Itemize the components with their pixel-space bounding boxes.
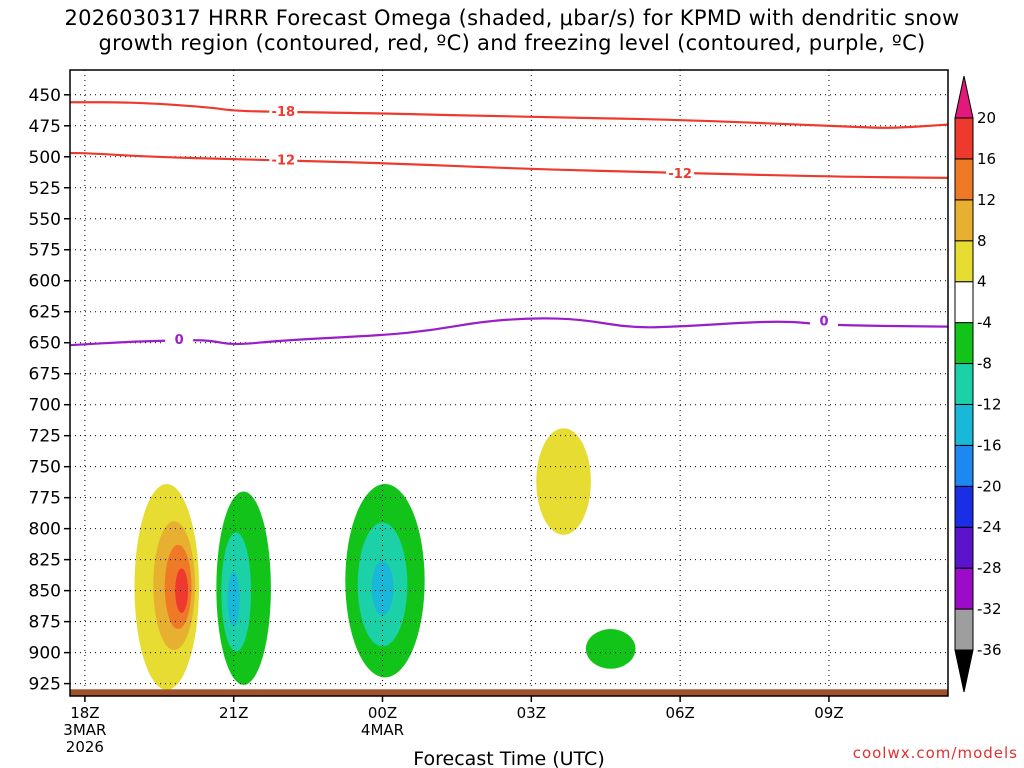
colorbar-label-5: -16: [977, 436, 1002, 454]
colorbar-label-10: 8: [977, 232, 987, 250]
dgz-minus-18-label-0: -18: [272, 105, 296, 120]
dgz-minus-12: [70, 151, 948, 179]
y-tick-label-600: 600: [29, 272, 61, 292]
colorbar-box-0: [954, 608, 974, 651]
credit-link[interactable]: coolwx.com/models: [852, 744, 1018, 762]
y-tick-label-925: 925: [29, 675, 61, 695]
colorbar-box-7: [954, 322, 974, 365]
colorbar-label-2: -28: [977, 559, 1002, 577]
grid-lines: [70, 70, 948, 696]
dgz-minus-12-label-bg-1: [666, 164, 695, 181]
x-tick-label-9-0: 03Z: [517, 704, 546, 722]
colorbar-label-7: -8: [977, 355, 992, 373]
upward-omega-4: [536, 428, 591, 535]
colorbar-label-13: 20: [977, 109, 996, 127]
y-axis: 450 475 500 525 550 575 600 625 650 675 700 725 750 7…: [29, 86, 70, 695]
y-tick-label-775: 775: [29, 489, 61, 509]
downward-omega-3c: [371, 560, 394, 616]
y-tick-label-650: 650: [29, 334, 61, 354]
colorbar-over-triangle: [954, 75, 974, 119]
colorbar-label-1: -32: [977, 600, 1002, 618]
omega-shading: [134, 428, 636, 690]
y-tick-label-900: 900: [29, 644, 61, 664]
title-line-1: 2026030317 HRRR Forecast Omega (shaded, …: [64, 6, 960, 30]
dgz-minus-18: [70, 101, 948, 129]
plot-frame: [69, 69, 949, 697]
colorbar-box-12: [954, 117, 974, 160]
dgz-minus-12-label-bg-0: [269, 151, 298, 168]
y-tick-label-450: 450: [29, 86, 61, 106]
y-tick-label-850: 850: [29, 582, 61, 602]
x-tick-label-0-1: 3MAR: [63, 721, 106, 739]
upward-omega-1d: [175, 568, 189, 613]
y-tick-label-525: 525: [29, 179, 61, 199]
colorbar-box-1: [954, 567, 974, 610]
chart-title: 2026030317 HRRR Forecast Omega (shaded, …: [0, 6, 1024, 56]
x-tick-label-12-0: 06Z: [665, 704, 694, 722]
y-tick-label-625: 625: [29, 303, 61, 323]
colorbar-box-11: [954, 158, 974, 201]
colorbar-label-6: -12: [977, 395, 1002, 413]
y-tick-label-675: 675: [29, 365, 61, 385]
ground-bar: [70, 689, 948, 697]
x-tick-label-15-0: 09Z: [814, 704, 843, 722]
colorbar-box-2: [954, 526, 974, 569]
y-tick-label-875: 875: [29, 613, 61, 633]
colorbar-box-10: [954, 199, 974, 242]
colorbar-box-8: [954, 281, 974, 324]
y-tick-label-725: 725: [29, 427, 61, 447]
x-tick-label-0-0: 18Z: [70, 704, 99, 722]
x-tick-label-0-2: 2026: [66, 738, 104, 756]
x-axis-label: Forecast Time (UTC): [413, 748, 604, 768]
y-tick-label-825: 825: [29, 551, 61, 571]
y-tick-label-475: 475: [29, 117, 61, 137]
y-tick-label-800: 800: [29, 520, 61, 540]
x-tick-label-6-1: 4MAR: [361, 721, 404, 739]
downward-omega-5: [585, 629, 636, 669]
freezing-level-0-label-1: 0: [819, 314, 828, 329]
dgz-minus-12-label-1: -12: [668, 167, 692, 182]
colorbar-box-5: [954, 403, 974, 446]
y-tick-label-750: 750: [29, 458, 61, 478]
freezing-level-0-label-0: 0: [175, 333, 184, 348]
ground-layer: [70, 689, 948, 697]
colorbar-label-8: -4: [977, 314, 992, 332]
y-tick-label-500: 500: [29, 148, 61, 168]
colorbar-box-9: [954, 240, 974, 283]
colorbar-label-11: 12: [977, 191, 996, 209]
colorbar-label-3: -24: [977, 518, 1002, 536]
y-tick-label-550: 550: [29, 210, 61, 230]
downward-omega-2c: [227, 572, 240, 627]
colorbar: -36 -32 -28 -24 -20 -16 -12 -8 -4 4 8 12 16 20: [954, 75, 1002, 693]
dgz-minus-18-label-bg-0: [269, 102, 298, 119]
title-line-2: growth region (contoured, red, ºC) and f…: [98, 31, 926, 55]
colorbar-label-9: 4: [977, 273, 987, 291]
dgz-minus-12-label-0: -12: [272, 153, 296, 168]
x-tick-label-6-0: 00Z: [368, 704, 397, 722]
freezing-level-0-label-bg-0: [165, 330, 194, 347]
colorbar-label-0: -36: [977, 641, 1002, 659]
colorbar-under-triangle: [954, 649, 974, 693]
y-tick-label-700: 700: [29, 396, 61, 416]
colorbar-box-3: [954, 485, 974, 528]
colorbar-label-12: 16: [977, 150, 996, 168]
contour-lines: -18 -12 -12 0 0: [70, 101, 948, 348]
y-tick-label-575: 575: [29, 241, 61, 261]
x-tick-label-3-0: 21Z: [219, 704, 248, 722]
freezing-level-0-label-bg-1: [809, 312, 838, 329]
colorbar-label-4: -20: [977, 477, 1002, 495]
colorbar-box-6: [954, 363, 974, 405]
colorbar-box-4: [954, 444, 974, 487]
